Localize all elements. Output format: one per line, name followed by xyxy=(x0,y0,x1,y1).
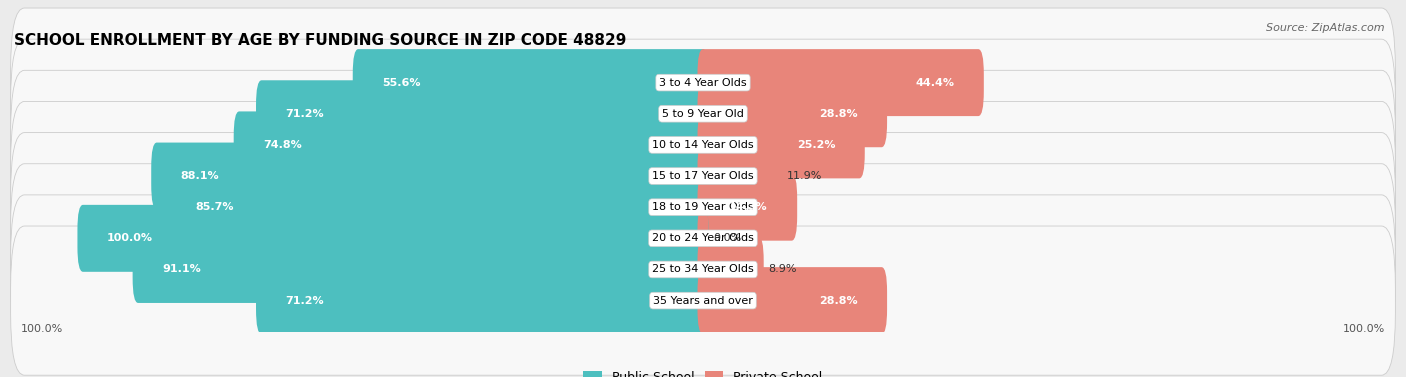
Text: 28.8%: 28.8% xyxy=(818,296,858,306)
Text: 25.2%: 25.2% xyxy=(797,140,835,150)
FancyBboxPatch shape xyxy=(77,205,709,272)
FancyBboxPatch shape xyxy=(256,267,709,334)
FancyBboxPatch shape xyxy=(11,226,1395,375)
Text: 71.2%: 71.2% xyxy=(285,109,325,119)
FancyBboxPatch shape xyxy=(166,174,709,241)
FancyBboxPatch shape xyxy=(256,80,709,147)
Text: 85.7%: 85.7% xyxy=(195,202,235,212)
Legend: Public School, Private School: Public School, Private School xyxy=(578,366,828,377)
Text: 100.0%: 100.0% xyxy=(107,233,153,243)
Text: 5 to 9 Year Old: 5 to 9 Year Old xyxy=(662,109,744,119)
FancyBboxPatch shape xyxy=(697,143,782,210)
FancyBboxPatch shape xyxy=(11,70,1395,219)
FancyBboxPatch shape xyxy=(697,205,709,272)
Text: 25 to 34 Year Olds: 25 to 34 Year Olds xyxy=(652,265,754,274)
Text: 88.1%: 88.1% xyxy=(181,171,219,181)
Text: 74.8%: 74.8% xyxy=(263,140,302,150)
Text: 15 to 17 Year Olds: 15 to 17 Year Olds xyxy=(652,171,754,181)
FancyBboxPatch shape xyxy=(353,49,709,116)
FancyBboxPatch shape xyxy=(11,133,1395,282)
Text: 91.1%: 91.1% xyxy=(162,265,201,274)
Text: 8.9%: 8.9% xyxy=(769,265,797,274)
FancyBboxPatch shape xyxy=(697,174,797,241)
FancyBboxPatch shape xyxy=(697,80,887,147)
FancyBboxPatch shape xyxy=(697,112,865,178)
FancyBboxPatch shape xyxy=(697,49,984,116)
FancyBboxPatch shape xyxy=(11,164,1395,313)
Text: 14.3%: 14.3% xyxy=(728,202,768,212)
Text: Source: ZipAtlas.com: Source: ZipAtlas.com xyxy=(1267,23,1385,33)
FancyBboxPatch shape xyxy=(11,101,1395,251)
Text: 0.0%: 0.0% xyxy=(713,233,741,243)
Text: 18 to 19 Year Olds: 18 to 19 Year Olds xyxy=(652,202,754,212)
Text: SCHOOL ENROLLMENT BY AGE BY FUNDING SOURCE IN ZIP CODE 48829: SCHOOL ENROLLMENT BY AGE BY FUNDING SOUR… xyxy=(14,33,627,48)
Text: 28.8%: 28.8% xyxy=(818,109,858,119)
Text: 35 Years and over: 35 Years and over xyxy=(652,296,754,306)
Text: 20 to 24 Year Olds: 20 to 24 Year Olds xyxy=(652,233,754,243)
Text: 100.0%: 100.0% xyxy=(1343,324,1385,334)
FancyBboxPatch shape xyxy=(152,143,709,210)
FancyBboxPatch shape xyxy=(11,39,1395,188)
Text: 10 to 14 Year Olds: 10 to 14 Year Olds xyxy=(652,140,754,150)
Text: 55.6%: 55.6% xyxy=(382,78,420,87)
FancyBboxPatch shape xyxy=(132,236,709,303)
FancyBboxPatch shape xyxy=(233,112,709,178)
FancyBboxPatch shape xyxy=(11,8,1395,157)
FancyBboxPatch shape xyxy=(697,267,887,334)
Text: 44.4%: 44.4% xyxy=(915,78,955,87)
FancyBboxPatch shape xyxy=(11,195,1395,344)
Text: 71.2%: 71.2% xyxy=(285,296,325,306)
FancyBboxPatch shape xyxy=(697,236,763,303)
Text: 100.0%: 100.0% xyxy=(21,324,63,334)
Text: 3 to 4 Year Olds: 3 to 4 Year Olds xyxy=(659,78,747,87)
Text: 11.9%: 11.9% xyxy=(787,171,823,181)
